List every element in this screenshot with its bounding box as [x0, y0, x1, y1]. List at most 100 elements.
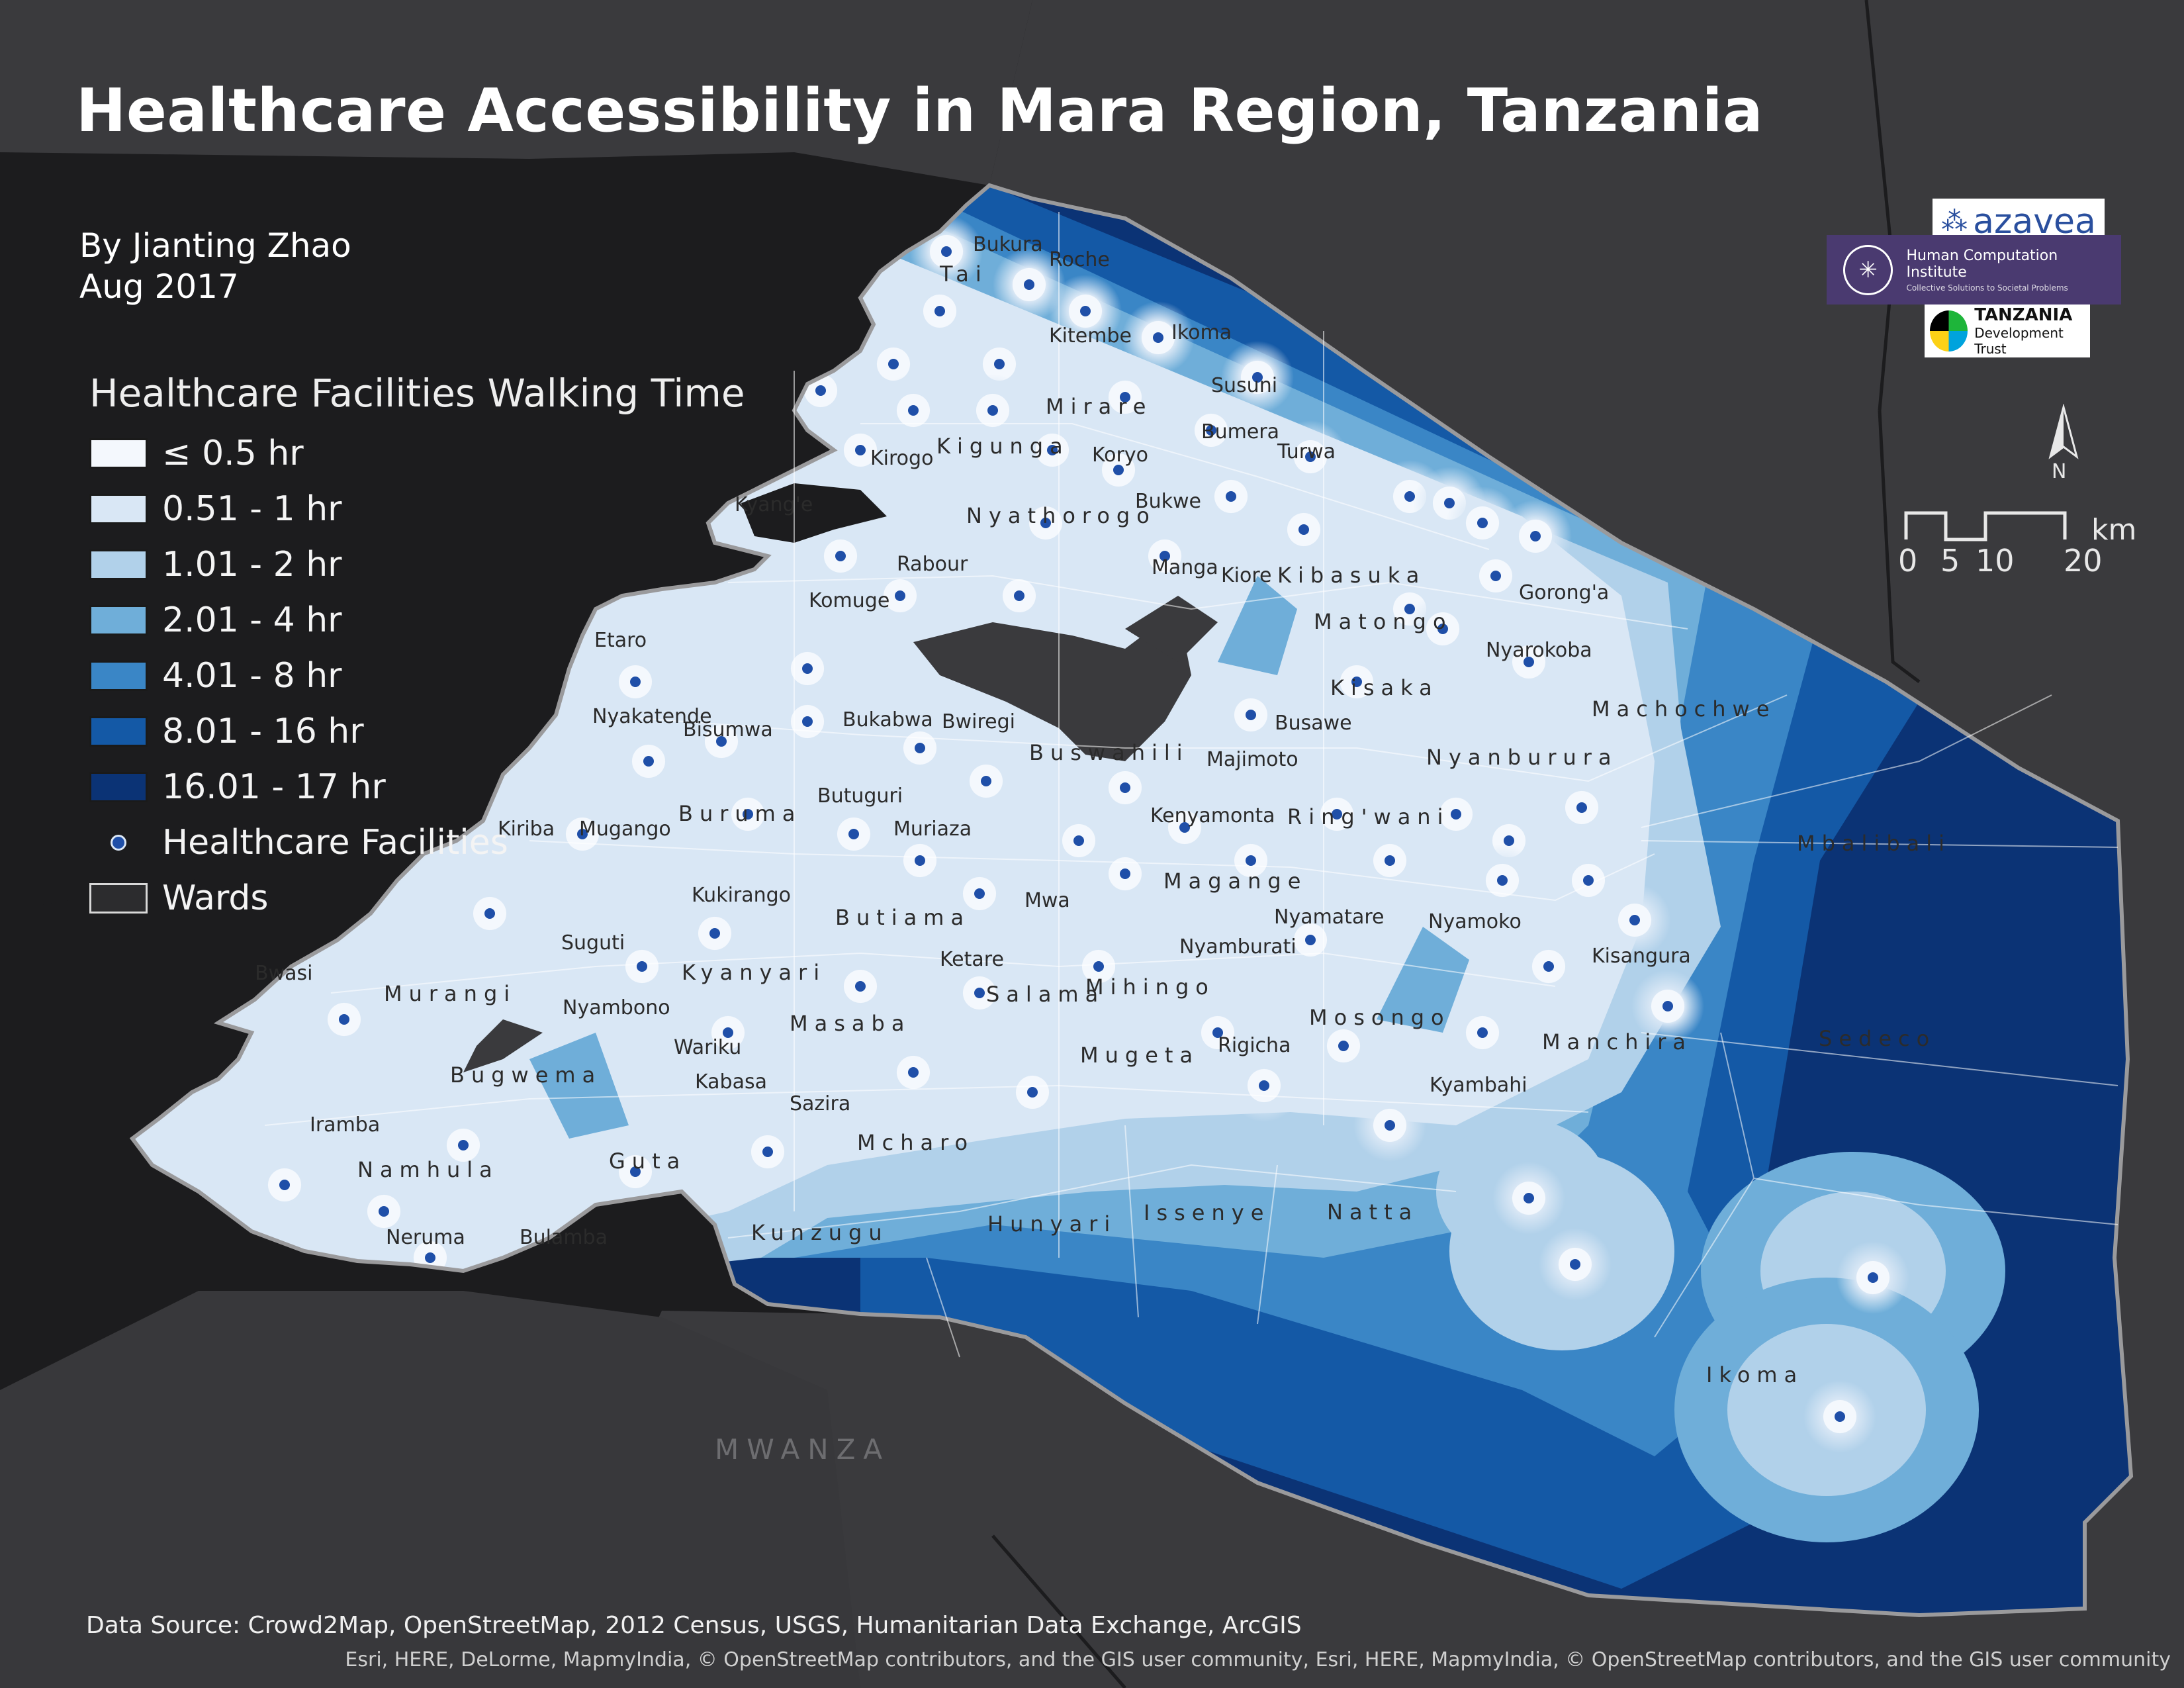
basemap-credits: Esri, HERE, DeLorme, MapmyIndia, © OpenS… [345, 1648, 2171, 1671]
legend-item: 2.01 - 4 hr [89, 600, 342, 640]
ward-label: Bumera [1201, 420, 1279, 444]
ward-label: Kyang'e [735, 493, 813, 516]
ward-label: Nyamoko [1428, 910, 1522, 933]
ward-label: Gorong'a [1519, 581, 1610, 604]
legend-item: 1.01 - 2 hr [89, 545, 342, 585]
ward-label: Mugango [579, 818, 671, 841]
ward-label: Butiama [835, 905, 971, 930]
ward-label: Ketare [940, 948, 1004, 971]
ward-label: Kiriba [498, 818, 555, 841]
ward-label: Kisangura [1592, 945, 1691, 968]
ward-label: Neruma [386, 1226, 465, 1249]
ward-label: Kenyamonta [1150, 804, 1275, 827]
ward-label: Bugwema [450, 1062, 602, 1088]
ward-outline-icon [89, 883, 148, 914]
ward-label: Bwasi [255, 962, 313, 985]
ward-label: Guta [609, 1149, 687, 1174]
ward-label: Turwa [1277, 440, 1336, 463]
scale-tick: 10 [1976, 543, 2015, 579]
byline: By Jianting Zhao Aug 2017 [79, 225, 351, 307]
scale-bar [1904, 511, 2067, 541]
tdt-logo: TANZANIA Development Trust [1925, 305, 2090, 357]
facility-point-icon [89, 827, 148, 858]
ward-label: Nyanburura [1426, 745, 1618, 770]
hci-logo-text: Human Computation Institute [1906, 247, 2058, 281]
legend-swatch [89, 438, 148, 469]
ward-label: Ikoma [1171, 321, 1232, 344]
ward-label: Kabasa [695, 1070, 767, 1094]
ward-label: Kukirango [692, 884, 792, 907]
hci-logo-subtext: Collective Solutions to Societal Problem… [1906, 283, 2068, 293]
legend-swatch [89, 716, 148, 747]
ward-label: Murangi [384, 981, 517, 1006]
bay-kyange [741, 483, 887, 543]
ward-label: Bukwe [1135, 490, 1201, 513]
author: By Jianting Zhao [79, 226, 351, 265]
ward-label: Kyambahi [1430, 1074, 1527, 1097]
ward-label: Bulamba [520, 1226, 608, 1249]
ward-label: Nyambono [563, 996, 670, 1019]
basemap-land-north [0, 0, 1032, 185]
ward-label: Namhula [357, 1157, 499, 1182]
hci-mark-icon: ✳ [1843, 244, 1893, 295]
ward-label: Suguti [561, 931, 625, 955]
ward-label: Wariku [674, 1036, 742, 1059]
ward-label: Kiore [1221, 564, 1272, 587]
date: Aug 2017 [79, 267, 239, 306]
scale-tick: 5 [1940, 543, 1960, 579]
ward-label: Hunyari [987, 1211, 1117, 1237]
data-source: Data Source: Crowd2Map, OpenStreetMap, 2… [86, 1612, 1302, 1639]
hci-logo: ✳ Human Computation Institute Collective… [1827, 235, 2121, 305]
legend-item: Wards [89, 878, 269, 918]
ward-label: Bukabwa [842, 708, 933, 731]
ward-label: Mugeta [1080, 1043, 1200, 1068]
ward-label: Mihingo [1085, 974, 1215, 1000]
legend-item: 0.51 - 1 hr [89, 489, 342, 529]
legend-label: ≤ 0.5 hr [162, 434, 304, 473]
ward-label: Kigunga [936, 434, 1069, 459]
ward-label: Busawe [1275, 712, 1352, 735]
ward-label: Bwiregi [942, 710, 1015, 733]
ward-label: Kitembe [1049, 324, 1132, 348]
region-label-mwanza: MWANZA [715, 1433, 891, 1466]
ward-label: Bukura [973, 233, 1043, 256]
ward-label: Salama [986, 982, 1105, 1007]
legend-label: 16.01 - 17 hr [162, 767, 386, 807]
ward-label: Kisaka [1330, 675, 1439, 700]
legend-title: Healthcare Facilities Walking Time [89, 371, 745, 416]
ward-label: Majimoto [1206, 748, 1298, 771]
basemap-land-southwest [0, 1291, 860, 1688]
ward-label: Kunzugu [751, 1220, 889, 1245]
tdt-logo-text: TANZANIA [1974, 305, 2073, 325]
legend-label: 1.01 - 2 hr [162, 545, 342, 585]
legend-item: Healthcare Facilities [89, 823, 508, 863]
north-label: N [2052, 460, 2067, 483]
ward-label: Roche [1049, 248, 1110, 271]
legend-swatch [89, 772, 148, 802]
north-arrow-icon [2048, 404, 2079, 459]
legend-item: 8.01 - 16 hr [89, 712, 364, 751]
lake-bay-central [913, 609, 1191, 761]
legend-swatch [89, 549, 148, 580]
ward-label: Rigicha [1218, 1034, 1291, 1057]
legend-label: 4.01 - 8 hr [162, 656, 342, 696]
ward-label: Iramba [310, 1113, 381, 1137]
legend-item: 16.01 - 17 hr [89, 767, 386, 807]
legend-label: 8.01 - 16 hr [162, 712, 364, 751]
azavea-mark-icon: ⁂ [1941, 207, 1968, 237]
legend-label: Healthcare Facilities [162, 823, 508, 863]
tanzania-flag-icon [1930, 310, 1968, 352]
ward-label: Masaba [790, 1011, 911, 1036]
ward-label: Mwa [1024, 889, 1070, 912]
ward-label: Etaro [594, 629, 647, 652]
ward-label: Koryo [1092, 444, 1148, 467]
legend-label: 0.51 - 1 hr [162, 489, 342, 529]
ward-label: Nyamatare [1274, 906, 1385, 929]
legend-label: Wards [162, 878, 269, 918]
ward-label: Nyakatende [592, 705, 712, 728]
ward-label: Buruma [678, 801, 802, 826]
ward-label: Tai [940, 261, 988, 287]
ward-label: Muriaza [893, 818, 972, 841]
ward-label: Mirare [1046, 394, 1153, 419]
